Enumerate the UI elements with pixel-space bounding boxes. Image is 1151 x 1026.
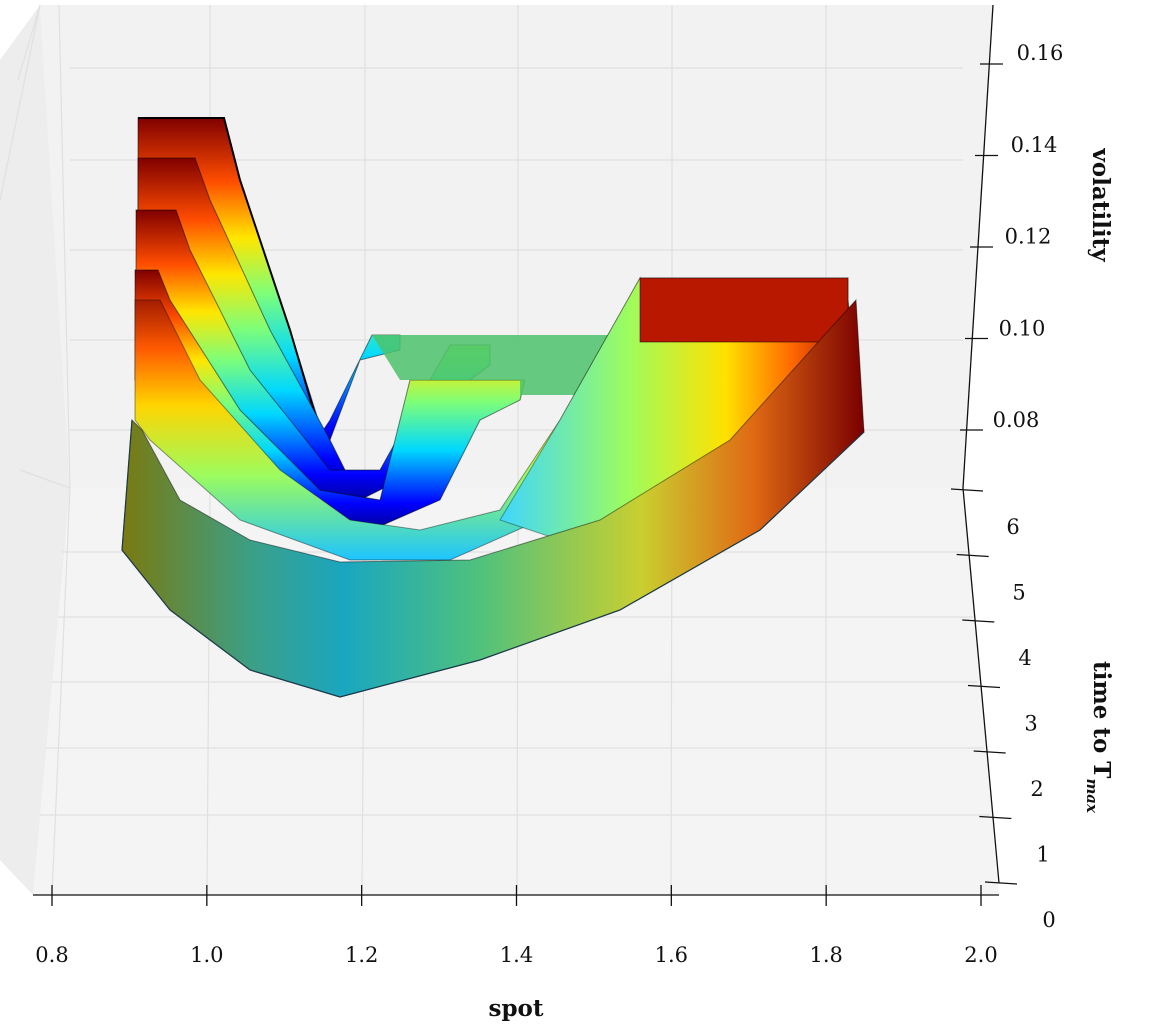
y-axis-label: time to Tmax: [1083, 661, 1115, 814]
volatility-surface: [121, 117, 865, 698]
x-axis-label: spot: [489, 995, 544, 1022]
y-tick-mark: [956, 553, 989, 558]
x-tick-label: 1.8: [809, 943, 842, 967]
y-tick-label: 6: [1006, 515, 1019, 539]
y-tick-mark: [984, 881, 1018, 885]
x-tick-label: 1.4: [500, 943, 533, 967]
y-tick-label: 2: [1030, 777, 1043, 801]
y-tick-mark: [950, 488, 984, 492]
svg-text:time to Tmax: time to Tmax: [1083, 661, 1115, 814]
z-tick-label: 0.10: [999, 316, 1046, 340]
y-tick-label: 1: [1036, 843, 1049, 867]
y-tick-label: 4: [1018, 646, 1031, 670]
z-tick-label: 0.14: [1011, 133, 1058, 157]
y-tick-mark: [979, 815, 1012, 820]
y-tick-mark: [962, 619, 995, 623]
y-tick-label: 0: [1042, 908, 1055, 932]
z-tick-label: 0.12: [1005, 225, 1052, 249]
x-tick-label: 2.0: [964, 943, 997, 967]
x-tick-label: 1.0: [190, 943, 223, 967]
z-axis: 0.08 0.10 0.12 0.14 0.16: [960, 41, 1063, 432]
y-tick-mark: [967, 684, 1001, 689]
y-axis-label-text: time to T: [1088, 661, 1115, 778]
x-tick-label: 1.6: [655, 943, 688, 967]
x-tick-label: 0.8: [35, 943, 68, 967]
x-axis: 0.8 1.0 1.2 1.4 1.6 1.8 2.0: [35, 885, 998, 967]
z-axis-label: volatility: [1087, 147, 1114, 262]
y-tick-label: 3: [1024, 712, 1037, 736]
pane-left: [0, 5, 70, 895]
y-axis: 0 1 2 3 4 5 6: [950, 488, 1056, 932]
y-tick-label: 5: [1012, 581, 1025, 605]
z-tick-label: 0.08: [993, 408, 1040, 432]
z-tick-label: 0.16: [1017, 41, 1064, 65]
x-tick-label: 1.2: [345, 943, 378, 967]
y-axis-label-subscript: max: [1083, 778, 1101, 814]
y-tick-mark: [973, 750, 1006, 754]
